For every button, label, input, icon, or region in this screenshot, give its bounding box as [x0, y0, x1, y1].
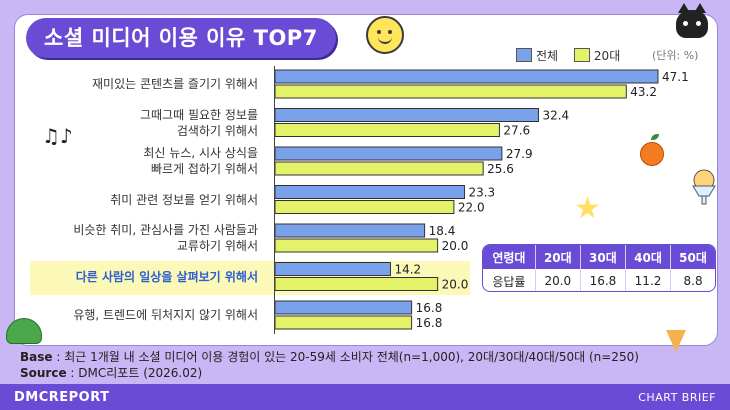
value-label: 25.6	[487, 162, 514, 176]
bar-20s	[274, 123, 500, 137]
category-label-line: 취미 관련 정보를 얻기 위해서	[110, 192, 258, 207]
inset-header-cell: 20대	[534, 245, 581, 269]
value-label: 27.6	[503, 124, 530, 138]
category-label-line: 검색하기 위해서	[176, 123, 258, 138]
inset-value-cell: 20.0	[534, 269, 581, 291]
category-label-line: 재미있는 콘텐츠를 즐기기 위해서	[91, 77, 258, 91]
inset-value-cell: 8.8	[670, 269, 715, 291]
value-label: 32.4	[542, 109, 569, 123]
value-label: 22.0	[458, 201, 485, 215]
value-label: 47.1	[662, 70, 689, 84]
smiley-icon	[366, 16, 404, 54]
bar-total	[274, 223, 426, 238]
category-label-line: 그때그때 필요한 정보를	[139, 107, 258, 122]
value-label: 18.4	[429, 224, 456, 238]
footer-source: Source : DMC리포트 (2026.02)	[20, 366, 203, 380]
bar-total	[274, 262, 391, 276]
category-label: 그때그때 필요한 정보를 검색하기 위해서	[140, 107, 258, 139]
inset-header-cell: 50대	[670, 245, 715, 269]
inset-value-cell: 16.8	[579, 269, 626, 291]
ice-cream-icon	[692, 169, 716, 205]
orange-leaf-icon	[651, 134, 659, 140]
chart-brief-label: CHART BRIEF	[638, 391, 716, 404]
bar-total	[274, 108, 539, 122]
category-label-line: 최신 뉴스, 시사 상식을	[143, 146, 258, 160]
category-label: 다른 사람의 일상을 살펴보기 위해서	[76, 269, 258, 285]
footer-base: Base : 최근 1개월 내 소셜 미디어 이용 경험이 있는 20-59세 …	[20, 350, 639, 364]
category-label: 유행, 트렌드에 뒤처지지 않기 위해서	[73, 307, 258, 323]
value-label: 27.9	[506, 147, 533, 161]
brand-logo: DMCREPORT	[14, 390, 110, 405]
inset-value-cell: 응답률	[492, 274, 526, 289]
bar-total	[274, 185, 465, 199]
value-label: 16.8	[416, 301, 443, 315]
pizza-icon	[666, 330, 686, 352]
bar-total	[274, 69, 659, 84]
legend-item-total: 전체	[516, 48, 558, 63]
value-label: 23.3	[468, 186, 495, 200]
chart-title: 소셜 미디어 이용 이유 TOP7	[26, 18, 336, 58]
unit-label: (단위: %)	[652, 49, 699, 62]
value-label: 16.8	[416, 316, 443, 330]
bar-20s	[274, 238, 439, 253]
category-label: 취미 관련 정보를 얻기 위해서	[110, 192, 258, 208]
inset-header-cell: 40대	[624, 245, 671, 269]
inset-value-cell: 11.2	[624, 269, 671, 291]
category-label-line: 유행, 트렌드에 뒤처지지 않기 위해서	[73, 308, 258, 322]
category-label-line: 교류하기 위해서	[176, 239, 258, 253]
black-cat-icon	[676, 3, 708, 38]
category-label-line: 다른 사람의 일상을 살펴보기 위해서	[75, 269, 258, 284]
music-notes-icon: ♫♪	[42, 124, 73, 148]
value-label: 20.0	[442, 239, 469, 253]
value-label: 43.2	[630, 85, 657, 99]
age-response-table: 연령대 20대 30대 40대 50대 응답률 20.0 16.8 11.2 8.8	[482, 244, 716, 292]
category-label: 재미있는 콘텐츠를 즐기기 위해서	[92, 76, 258, 92]
inset-header-cell: 30대	[579, 245, 626, 269]
inset-header-cell: 연령대	[483, 245, 536, 269]
star-icon: ★	[574, 191, 601, 226]
bar-total	[274, 300, 413, 315]
bar-20s	[274, 84, 627, 99]
category-label-line: 빠르게 접하기 위해서	[151, 162, 258, 176]
orange-icon	[640, 142, 664, 166]
bar-20s	[274, 315, 413, 330]
bar-20s	[274, 200, 455, 214]
turtle-icon	[6, 318, 42, 344]
legend-item-20s: 20대	[573, 48, 620, 63]
category-label-line: 비슷한 취미, 관심사를 가진 사람들과	[73, 223, 258, 237]
bottom-bar	[0, 384, 730, 410]
bar-20s	[274, 161, 484, 176]
value-label: 14.2	[394, 263, 421, 277]
value-label: 20.0	[442, 278, 469, 292]
y-axis-line	[274, 66, 275, 334]
bar-20s	[274, 277, 439, 291]
bar-total	[274, 146, 503, 161]
legend: 전체 20대	[516, 47, 632, 64]
